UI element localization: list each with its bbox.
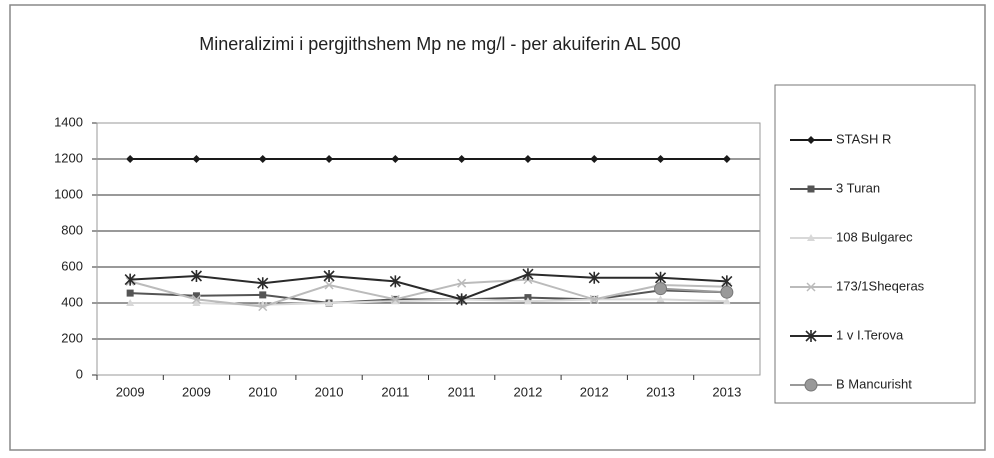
marker bbox=[588, 271, 600, 284]
x-tick-label: 2009 bbox=[182, 384, 211, 399]
marker bbox=[259, 291, 267, 299]
marker bbox=[457, 155, 466, 163]
marker bbox=[325, 299, 334, 306]
chart-title: Mineralizimi i pergjithshem Mp ne mg/l -… bbox=[199, 34, 681, 54]
x-tick-label: 2010 bbox=[248, 384, 277, 399]
marker bbox=[258, 302, 268, 312]
x-tick-label: 2009 bbox=[116, 384, 145, 399]
marker bbox=[391, 155, 400, 163]
legend-label: 3 Turan bbox=[836, 180, 880, 195]
marker bbox=[722, 155, 731, 163]
marker bbox=[192, 292, 200, 300]
marker bbox=[192, 155, 201, 163]
marker bbox=[389, 275, 401, 288]
marker bbox=[656, 295, 665, 303]
x-tick-label: 2013 bbox=[712, 384, 741, 399]
y-tick-label: 0 bbox=[76, 366, 83, 381]
marker bbox=[190, 270, 203, 282]
series-line bbox=[130, 273, 727, 301]
marker bbox=[258, 155, 267, 163]
marker bbox=[590, 155, 599, 163]
legend-label: STASH R bbox=[836, 131, 891, 146]
marker bbox=[456, 293, 468, 306]
marker bbox=[257, 277, 269, 290]
marker bbox=[324, 280, 334, 290]
marker bbox=[523, 155, 532, 163]
legend-label: 1 v I.Terova bbox=[836, 327, 904, 342]
marker bbox=[126, 155, 135, 163]
marker bbox=[124, 273, 136, 286]
marker bbox=[126, 289, 134, 297]
marker bbox=[323, 270, 335, 282]
x-tick-label: 2013 bbox=[646, 384, 675, 399]
marker bbox=[126, 299, 135, 306]
marker bbox=[457, 278, 467, 288]
marker bbox=[721, 275, 733, 288]
x-tick-label: 2012 bbox=[513, 384, 542, 399]
y-tick-label: 800 bbox=[61, 222, 83, 237]
marker bbox=[589, 294, 599, 304]
marker bbox=[656, 155, 665, 163]
series-line bbox=[660, 287, 727, 294]
marker bbox=[720, 285, 734, 299]
x-tick-label: 2012 bbox=[580, 384, 609, 399]
y-tick-label: 400 bbox=[61, 294, 83, 309]
legend-label: 108 Bulgarec bbox=[836, 229, 913, 244]
x-tick-label: 2011 bbox=[381, 384, 409, 399]
marker bbox=[654, 282, 668, 296]
marker bbox=[807, 136, 815, 144]
marker bbox=[807, 234, 815, 241]
y-tick-label: 600 bbox=[61, 258, 83, 273]
y-tick-label: 1000 bbox=[54, 186, 83, 201]
marker bbox=[390, 294, 400, 304]
marker bbox=[654, 271, 667, 284]
marker bbox=[805, 330, 817, 342]
marker bbox=[804, 378, 818, 392]
x-tick-label: 2011 bbox=[448, 384, 476, 399]
marker bbox=[807, 185, 815, 193]
legend-box bbox=[774, 84, 976, 404]
y-tick-label: 200 bbox=[61, 330, 83, 345]
legend-label: 173/1Sheqeras bbox=[836, 278, 925, 293]
marker bbox=[191, 294, 201, 304]
marker bbox=[523, 297, 532, 305]
x-tick-label: 2010 bbox=[315, 384, 344, 399]
legend-label: B Mancurisht bbox=[836, 376, 912, 391]
marker bbox=[325, 155, 334, 163]
marker bbox=[522, 268, 534, 281]
y-tick-label: 1400 bbox=[54, 114, 83, 129]
y-tick-label: 1200 bbox=[54, 150, 83, 165]
marker bbox=[722, 297, 731, 305]
marker bbox=[192, 299, 201, 306]
marker bbox=[806, 282, 816, 292]
